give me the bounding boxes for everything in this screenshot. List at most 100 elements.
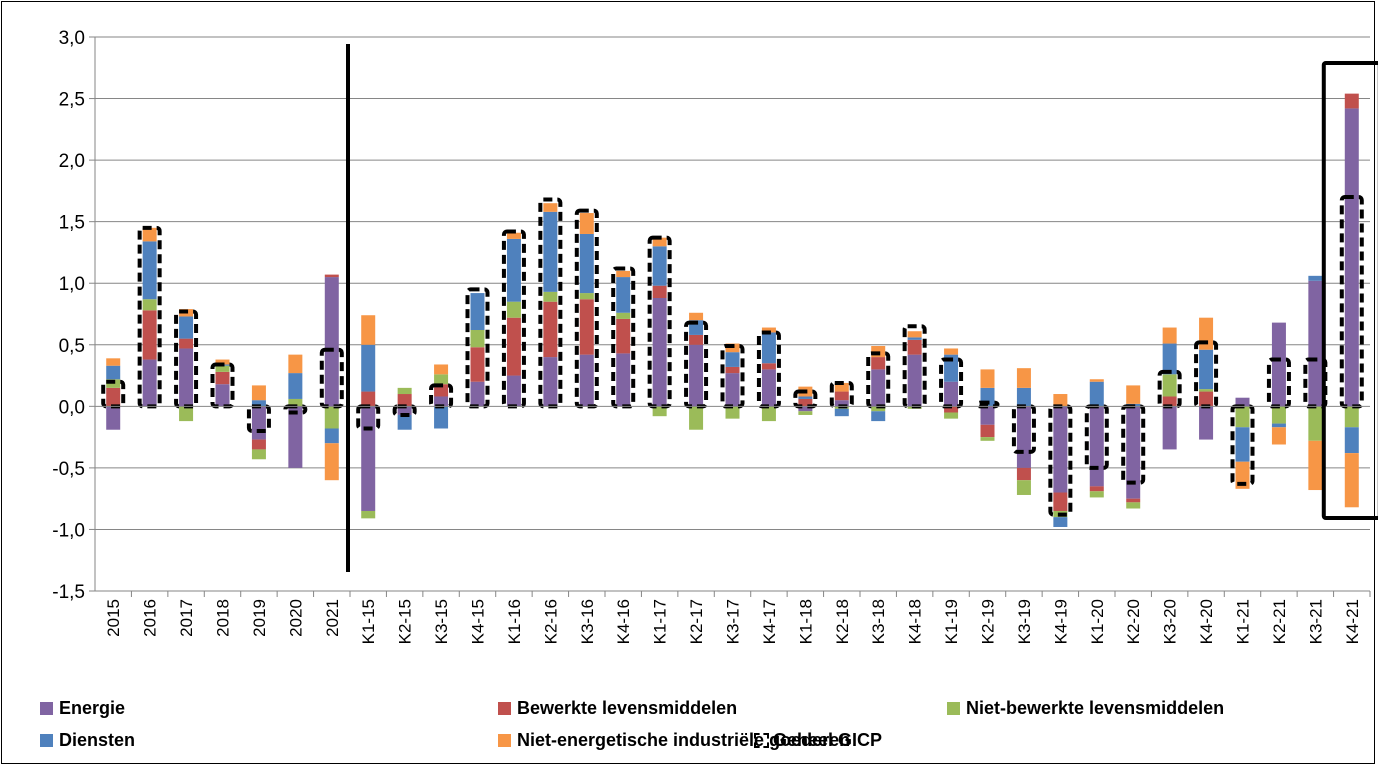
legend-label-niet-energetische: Niet-energetische industriële goederen xyxy=(517,730,851,750)
x-tick-label: 2021 xyxy=(323,599,342,637)
bar-segment xyxy=(142,310,157,360)
bar-segment xyxy=(907,339,922,355)
bar-segment xyxy=(470,381,485,407)
x-tick-label: K1-16 xyxy=(505,599,524,644)
x-tick-label: K1-15 xyxy=(359,599,378,644)
bar-segment xyxy=(1235,427,1250,462)
bar-segment xyxy=(1235,406,1250,428)
x-tick-label: K2-20 xyxy=(1124,599,1143,644)
legend-swatch-niet-energetische xyxy=(498,734,511,747)
bar-segment xyxy=(288,398,303,407)
bar-segment xyxy=(543,291,558,302)
x-tick-label: 2017 xyxy=(177,599,196,637)
x-tick-label: 2015 xyxy=(104,599,123,637)
bar-segment xyxy=(106,387,121,407)
gicp-total-marker xyxy=(793,389,818,409)
bar-segment xyxy=(106,365,121,380)
bar-segment xyxy=(1344,93,1359,109)
bar-segment xyxy=(288,373,303,399)
bar-segment xyxy=(798,406,813,412)
bar-segment xyxy=(1308,280,1323,407)
bar-segment xyxy=(470,293,485,331)
bar-segment xyxy=(215,384,230,407)
bar-segment xyxy=(288,354,303,374)
gridlines xyxy=(95,36,1370,592)
gicp-total-marker xyxy=(574,208,599,409)
bar-segment xyxy=(1089,491,1104,498)
bar-segment xyxy=(397,414,412,430)
x-tick-label: 2016 xyxy=(141,599,160,637)
bar-segment xyxy=(324,428,339,444)
bar-segment xyxy=(944,348,959,355)
bar-segment xyxy=(1199,406,1214,440)
bar-segment xyxy=(106,358,121,366)
bar-segment xyxy=(834,408,849,417)
bar-segment xyxy=(798,398,813,407)
bar-segment xyxy=(1271,423,1286,428)
x-tick-label: K3-16 xyxy=(578,599,597,644)
bar-segment xyxy=(251,406,266,440)
legend-label-diensten: Diensten xyxy=(59,730,136,750)
bar-segment xyxy=(652,297,667,407)
bar-segment xyxy=(652,406,667,417)
y-axis-ticks: -1,5 -1,0 -0,5 0,0 0,5 1,0 1,5 2,0 2,5 3,0 xyxy=(52,28,95,603)
bar-segment xyxy=(288,406,303,468)
bar-segment xyxy=(142,241,157,300)
bar-segment xyxy=(434,364,449,375)
legend-label-energie: Energie xyxy=(59,698,126,718)
bar-segment xyxy=(798,411,813,415)
x-tick-label: K2-18 xyxy=(833,599,852,644)
bar-segment xyxy=(689,334,704,345)
bar-segment xyxy=(1016,480,1031,495)
y-tick-label: -0,5 xyxy=(52,459,85,480)
bar-segment xyxy=(798,396,813,399)
bar-segment xyxy=(1271,406,1286,424)
bar-segment xyxy=(1162,343,1177,375)
bars xyxy=(106,93,1359,527)
x-tick-label: K1-20 xyxy=(1088,599,1107,644)
bar-segment xyxy=(1235,397,1250,407)
bar-segment xyxy=(361,315,376,345)
bar-segment xyxy=(1199,349,1214,390)
bar-segment xyxy=(179,406,194,422)
y-tick-label: -1,0 xyxy=(52,520,85,541)
bar-segment xyxy=(761,406,776,422)
x-axis-ticks: 2015 2016 2017 2018 2019 2020 2021 K1-15 K2-15 K3… xyxy=(104,591,1371,644)
x-tick-label: K3-17 xyxy=(724,599,743,644)
bar-segment xyxy=(1308,406,1323,441)
bar-segment xyxy=(980,437,995,441)
bar-segment xyxy=(506,238,521,302)
bar-segment xyxy=(616,353,631,407)
bar-segment xyxy=(506,317,521,376)
bar-segment xyxy=(725,366,740,374)
bar-segment xyxy=(361,344,376,392)
x-tick-label: 2020 xyxy=(286,599,305,637)
bar-segment xyxy=(1016,387,1031,407)
bar-segment xyxy=(1162,396,1177,407)
bar-segment xyxy=(251,449,266,460)
x-tick-label: K4-20 xyxy=(1197,599,1216,644)
bar-segment xyxy=(1344,453,1359,508)
x-tick-label: K3-18 xyxy=(869,599,888,644)
gicp-total-marker xyxy=(684,320,709,409)
x-tick-label: K4-21 xyxy=(1343,599,1362,644)
bar-segment xyxy=(579,233,594,294)
bar-segment xyxy=(397,387,412,395)
x-tick-label: K1-18 xyxy=(796,599,815,644)
bar-segment xyxy=(543,301,558,358)
bar-segment xyxy=(1271,322,1286,407)
bar-segment xyxy=(616,277,631,313)
bar-segment xyxy=(1344,108,1359,407)
bar-segment xyxy=(434,374,449,385)
bar-segment xyxy=(1016,406,1031,468)
bar-segment xyxy=(944,406,959,413)
bar-segment xyxy=(834,382,849,392)
bar-segment xyxy=(907,354,922,407)
y-tick-label: -1,5 xyxy=(52,582,85,603)
bar-segment xyxy=(652,285,667,298)
bar-segment xyxy=(179,348,194,407)
bar-segment xyxy=(543,211,558,292)
legend-item-niet-energetische: Niet-energetische industriële goederen xyxy=(498,730,850,751)
annotations xyxy=(346,44,1378,572)
